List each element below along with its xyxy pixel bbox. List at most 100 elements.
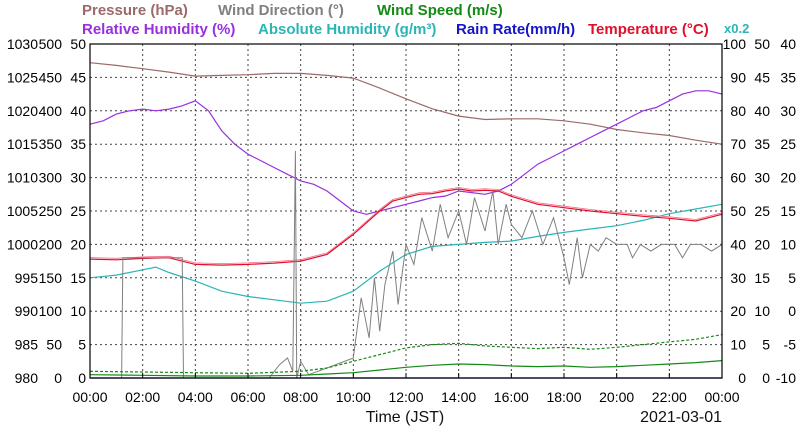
y-tick-relative-humidity: 90	[730, 69, 746, 85]
y-tick-temperature: 20	[780, 170, 796, 186]
series-line-wind-direction	[90, 150, 723, 379]
y-tick-wind-direction: 400	[39, 103, 63, 119]
y-tick-relative-humidity: 100	[723, 36, 747, 52]
y-tick-pressure: 985	[15, 337, 39, 353]
x-tick-label: 02:00	[125, 389, 160, 405]
x-tick-label: 14:00	[441, 389, 476, 405]
y-tick-wind-direction: 0	[54, 370, 62, 386]
y-tick-rain-rate: 25	[754, 203, 770, 219]
y-tick-wind-speed: 5	[78, 337, 86, 353]
y-tick-wind-speed: 35	[70, 136, 86, 152]
y-tick-wind-direction: 350	[39, 136, 63, 152]
y-tick-temperature: 0	[788, 303, 796, 319]
legend-absolute-humidity: Absolute Humidity (g/m³)	[258, 21, 437, 38]
x-tick-label: 08:00	[283, 389, 318, 405]
y-tick-temperature: -10	[776, 370, 796, 386]
y-tick-rain-rate: 45	[754, 69, 770, 85]
y-tick-wind-speed: 45	[70, 69, 86, 85]
y-tick-temperature: 30	[780, 103, 796, 119]
y-tick-temperature: 5	[788, 270, 796, 286]
series-line-relative-humidity	[89, 90, 723, 215]
legend-row-2: Relative Humidity (%) Absolute Humidity …	[0, 21, 800, 41]
x-axis-label: Time (JST)	[366, 409, 445, 426]
legend-relative-humidity: Relative Humidity (%)	[82, 21, 236, 38]
y-tick-relative-humidity: 60	[730, 170, 746, 186]
y-tick-pressure: 1005	[7, 203, 38, 219]
y-tick-relative-humidity: 40	[730, 236, 746, 252]
y-tick-wind-speed: 50	[70, 36, 86, 52]
legend-pressure: Pressure (hPa)	[82, 2, 188, 19]
y-tick-wind-speed: 15	[70, 270, 86, 286]
y-tick-wind-direction: 150	[39, 270, 63, 286]
y-tick-temperature: 40	[780, 36, 796, 52]
y-tick-relative-humidity: 80	[730, 103, 746, 119]
x-tick-label: 00:00	[704, 389, 739, 405]
y-tick-wind-direction: 50	[46, 337, 62, 353]
y-tick-rain-rate: 40	[754, 103, 770, 119]
x-tick-label: 18:00	[546, 389, 581, 405]
y-tick-wind-direction: 500	[39, 36, 63, 52]
y-tick-wind-direction: 300	[39, 170, 63, 186]
y-tick-temperature: 15	[780, 203, 796, 219]
y-tick-wind-speed: 25	[70, 203, 86, 219]
y-tick-relative-humidity: 0	[738, 370, 746, 386]
y-tick-pressure: 1000	[7, 236, 38, 252]
y-tick-rain-rate: 35	[754, 136, 770, 152]
x-tick-label: 06:00	[230, 389, 265, 405]
legend-wind-speed: Wind Speed (m/s)	[377, 2, 503, 19]
y-tick-temperature: 35	[780, 69, 796, 85]
y-tick-wind-speed: 40	[70, 103, 86, 119]
y-tick-temperature: -5	[784, 337, 797, 353]
y-tick-pressure: 995	[15, 270, 39, 286]
y-tick-pressure: 1010	[7, 170, 38, 186]
y-tick-relative-humidity: 50	[730, 203, 746, 219]
series-line-wind-speed	[89, 360, 723, 377]
y-tick-wind-speed: 0	[78, 370, 86, 386]
x-tick-label: 10:00	[336, 389, 371, 405]
series-line-absolute-humidity	[89, 203, 723, 304]
y-tick-relative-humidity: 70	[730, 136, 746, 152]
y-tick-wind-direction: 250	[39, 203, 63, 219]
series-line-temperature-alt	[89, 187, 723, 265]
y-tick-rain-rate: 5	[762, 337, 770, 353]
y-tick-pressure: 1015	[7, 136, 38, 152]
date-label: 2021-03-01	[640, 409, 722, 426]
x-tick-label: 20:00	[599, 389, 634, 405]
series-line-pressure	[89, 62, 723, 145]
x-tick-label: 16:00	[494, 389, 529, 405]
y-tick-pressure: 1030	[7, 36, 38, 52]
series-line-wind-gust	[89, 334, 723, 374]
y-tick-rain-rate: 10	[754, 303, 770, 319]
y-tick-pressure: 1025	[7, 69, 38, 85]
x-tick-label: 04:00	[178, 389, 213, 405]
y-tick-rain-rate: 30	[754, 170, 770, 186]
tick-labels: 00:00 02:00 04:00 06:00 08:00 10:00 12:00 14:00…	[7, 36, 796, 405]
legend-wind-direction: Wind Direction (°)	[218, 2, 344, 19]
y-tick-wind-direction: 450	[39, 69, 63, 85]
y-tick-rain-rate: 0	[762, 370, 770, 386]
y-tick-wind-direction: 200	[39, 236, 63, 252]
y-tick-pressure: 990	[15, 303, 39, 319]
y-tick-wind-direction: 100	[39, 303, 63, 319]
y-tick-relative-humidity: 10	[730, 337, 746, 353]
y-tick-rain-rate: 50	[754, 36, 770, 52]
y-tick-rain-rate: 15	[754, 270, 770, 286]
y-tick-wind-speed: 20	[70, 236, 86, 252]
y-tick-wind-speed: 30	[70, 170, 86, 186]
x-tick-label: 12:00	[388, 389, 423, 405]
y-tick-pressure: 980	[15, 370, 39, 386]
legend-temperature: Temperature (°C)	[588, 21, 709, 38]
rain-multiplier: x0.2	[724, 21, 750, 36]
x-tick-label: 00:00	[72, 389, 107, 405]
series-line-temperature	[89, 188, 723, 266]
x-tick-label: 22:00	[652, 389, 687, 405]
y-tick-temperature: 25	[780, 136, 796, 152]
y-tick-wind-speed: 10	[70, 303, 86, 319]
y-tick-temperature: 10	[780, 236, 796, 252]
y-tick-relative-humidity: 20	[730, 303, 746, 319]
y-tick-pressure: 1020	[7, 103, 38, 119]
y-tick-relative-humidity: 30	[730, 270, 746, 286]
legend-row-1: Pressure (hPa) Wind Direction (°) Wind S…	[0, 2, 800, 22]
y-tick-rain-rate: 20	[754, 236, 770, 252]
